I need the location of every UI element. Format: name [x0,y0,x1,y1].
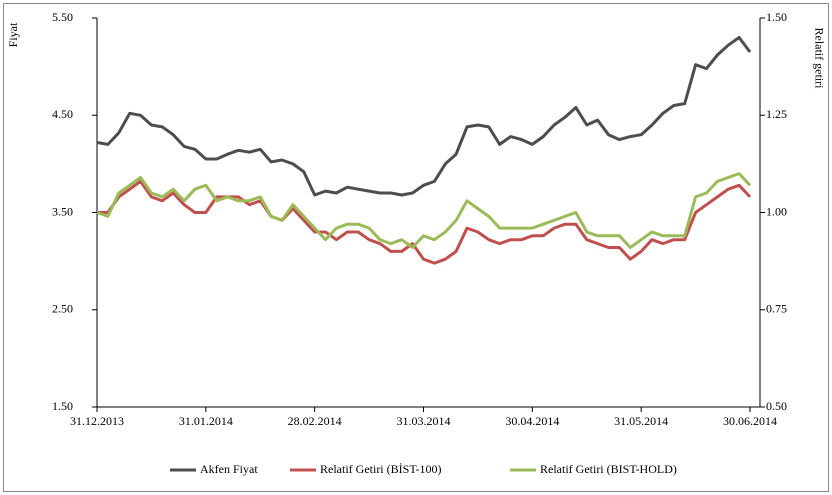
legend-label: Relatif Getiri (BİST-100) [320,462,442,476]
y2-tick-label: 1.50 [766,10,787,24]
legend-label: Relatif Getiri (BIST-HOLD) [540,462,677,476]
y2-axis-label: Relatif getiri [812,28,826,90]
x-tick-label: 31.05.2014 [614,414,668,428]
y-tick-label: 2.50 [52,302,73,316]
x-tick-label: 28.02.2014 [288,414,342,428]
y2-tick-label: 1.25 [766,107,787,121]
y-tick-label: 5.50 [52,10,73,24]
x-tick-label: 30.04.2014 [505,414,559,428]
series-line [96,36,752,197]
y-tick-label: 1.50 [52,399,73,413]
y2-tick-label: 1.00 [766,204,787,218]
series-line [97,179,752,265]
x-tick-label: 30.06.2014 [723,414,777,428]
series-line [96,172,752,249]
chart-frame [3,3,829,492]
y2-tick-label: 0.50 [766,399,787,413]
legend-label: Akfen Fiyat [200,462,258,476]
x-tick-label: 31.01.2014 [179,414,233,428]
x-tick-label: 31.12.2013 [70,414,124,428]
y-axis-label: Fiyat [6,22,20,47]
y-tick-label: 4.50 [52,107,73,121]
y-tick-label: 3.50 [52,204,73,218]
x-tick-label: 31.03.2014 [397,414,451,428]
y2-tick-label: 0.75 [766,302,787,316]
